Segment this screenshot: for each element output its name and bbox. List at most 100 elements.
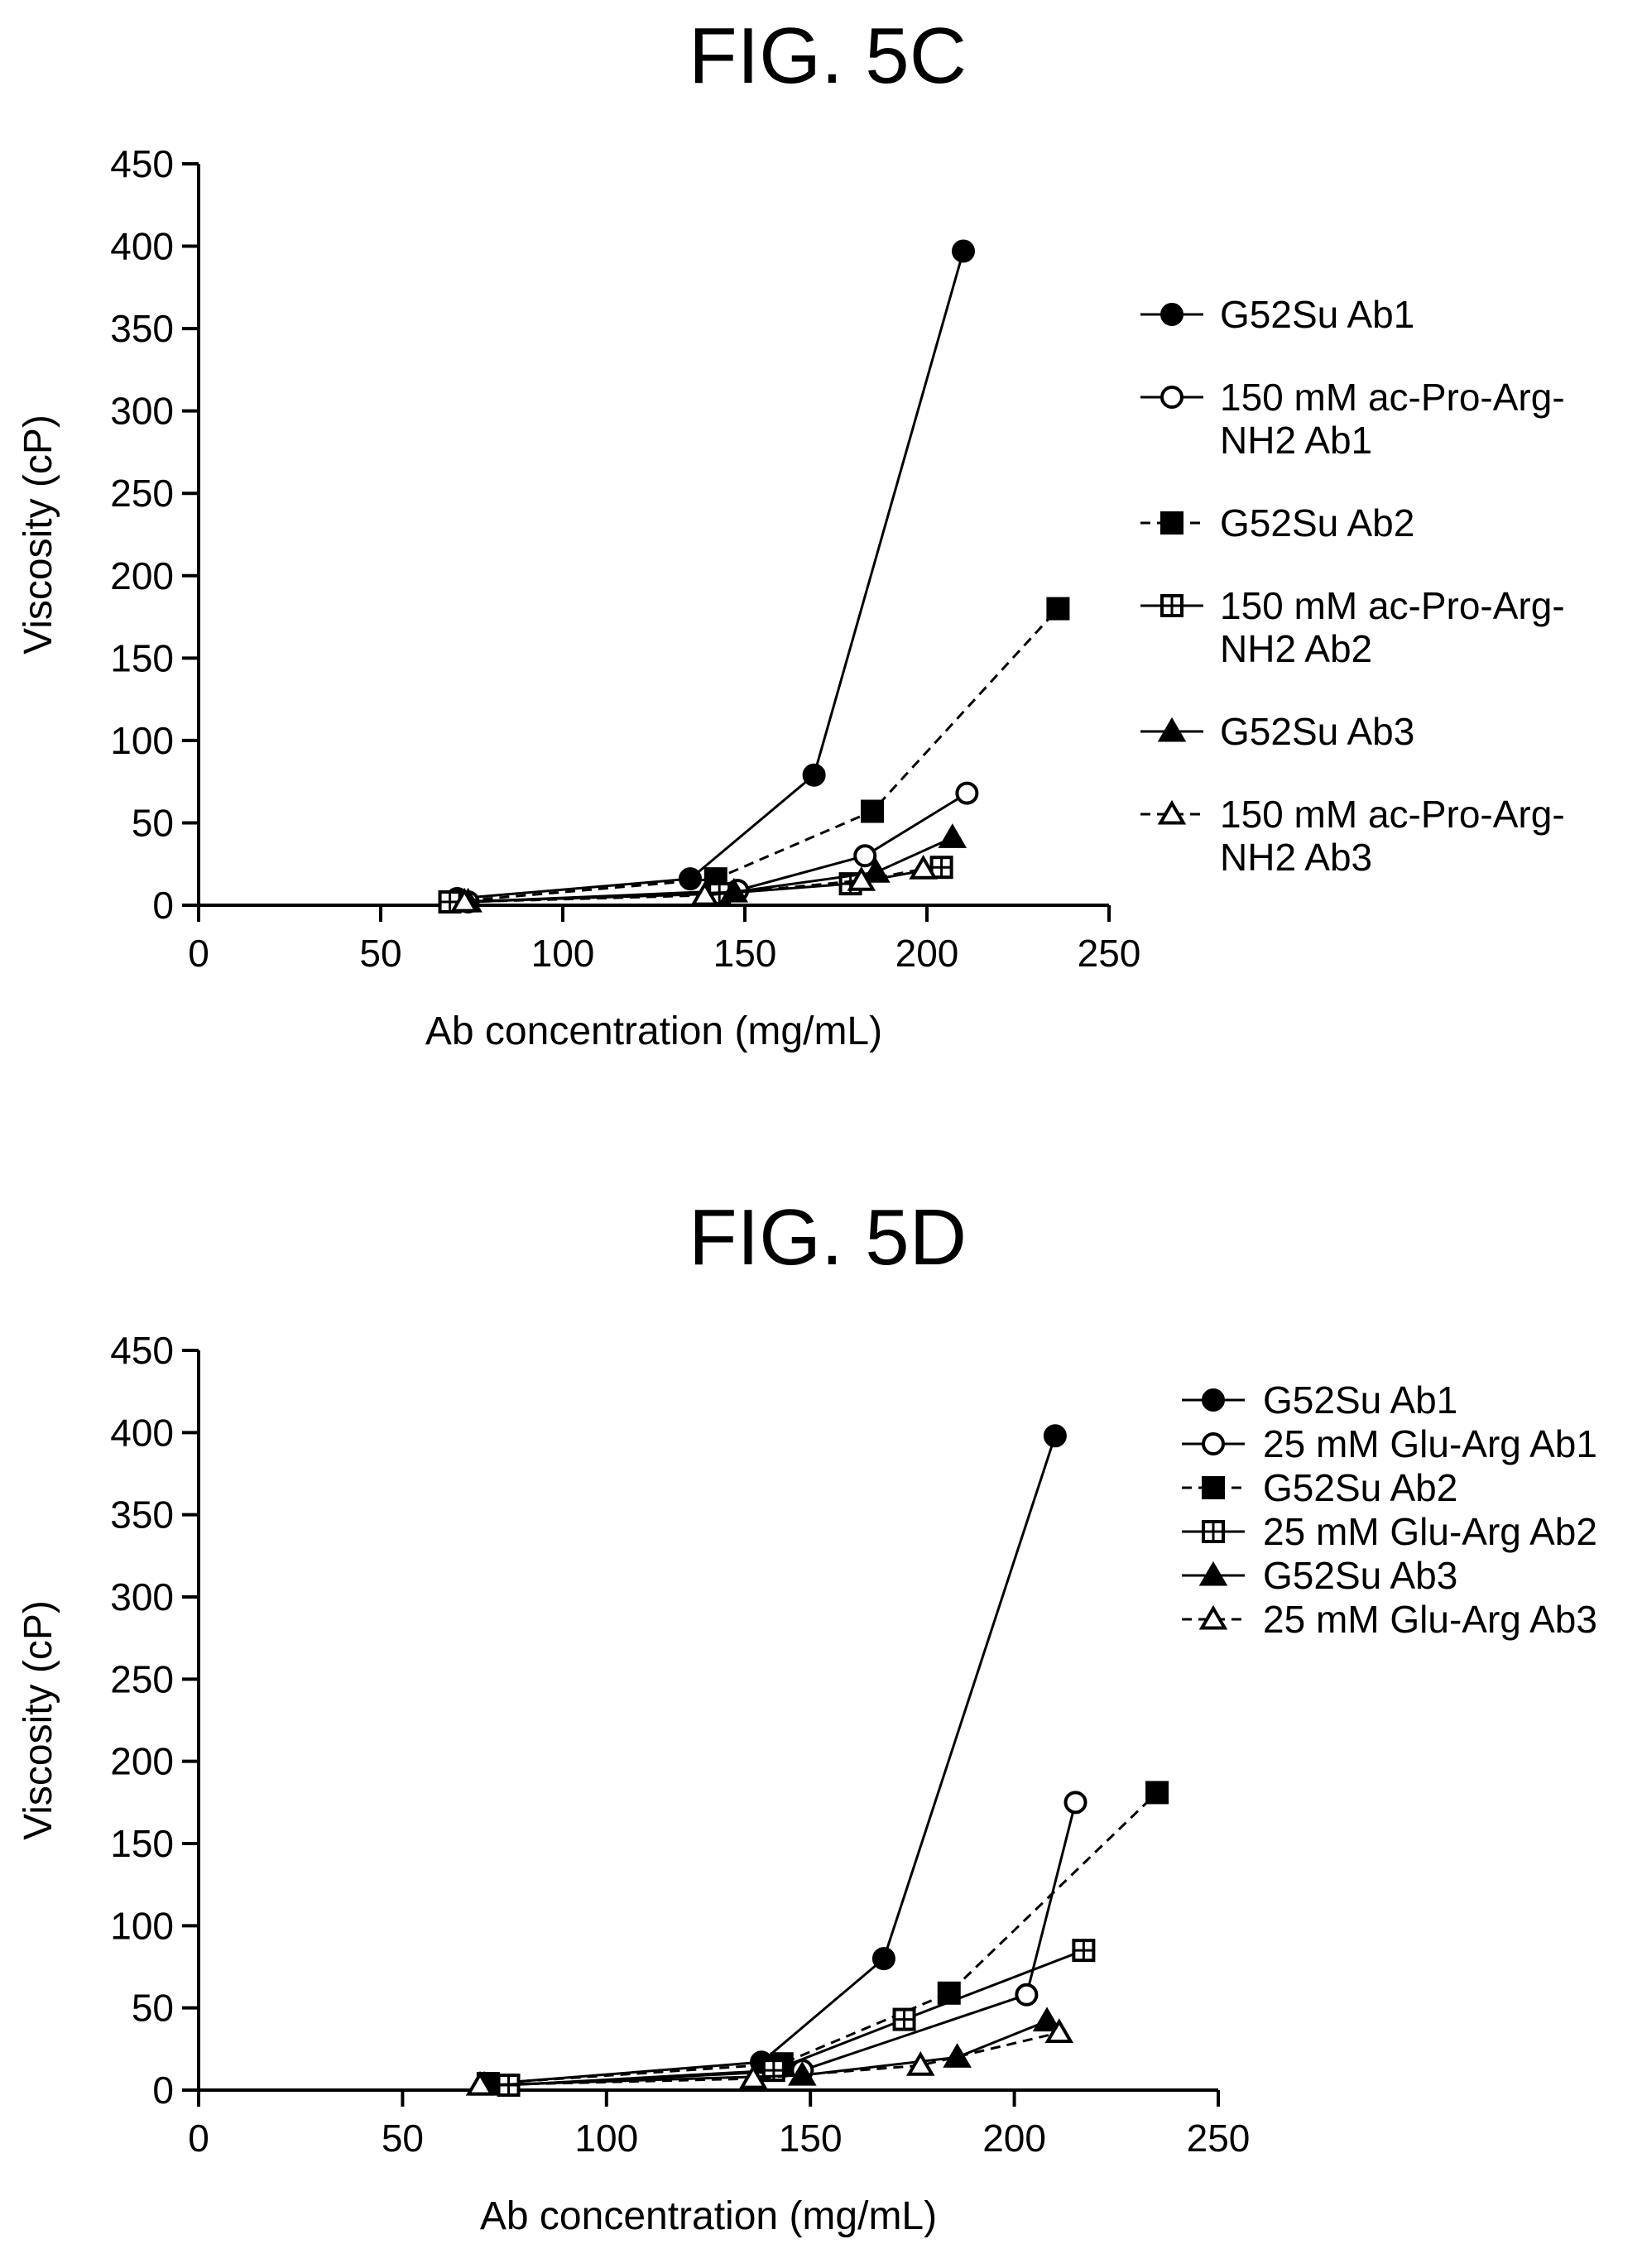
legend-label-line: 150 mM ac-Pro-Arg-: [1220, 376, 1565, 419]
axes: 0 50 100 150 200 250 300 350 400 450 0 50 100 150 200 2…: [110, 1329, 1250, 2160]
legend-entry: 25 mM Glu-Arg Ab3: [1182, 1598, 1597, 1641]
legend-label-line: G52Su Ab3: [1263, 1554, 1457, 1597]
series-line: [504, 1801, 1077, 2087]
y-tick-label: 350: [110, 1494, 174, 1537]
data-point: [861, 799, 884, 823]
x-tick-label: 200: [895, 932, 959, 975]
data-point: [738, 2064, 768, 2089]
legend-label-line: 25 mM Glu-Arg Ab1: [1263, 1422, 1597, 1465]
legend-entry: 25 mM Glu-Arg Ab2: [1182, 1510, 1597, 1553]
figure-title: FIG. 5D: [689, 1193, 967, 1282]
chart-fig-5d: FIG. 5D 0 50 100 150 200 250 300 350 400 450 0 50 100…: [17, 1193, 1597, 2238]
data-point: [1032, 2007, 1062, 2032]
legend-entry: G52Su Ab3: [1140, 710, 1414, 753]
data-point: [955, 781, 979, 805]
legend-label: G52Su Ab2: [1263, 1466, 1457, 1509]
y-axis-title: Viscosity (cP): [17, 1600, 60, 1840]
axes: 0 50 100 150 200 250 300 350 400 450 0 50 100 150 200 2…: [110, 142, 1140, 975]
legend-entry: 150 mM ac-Pro-Arg-NH2 Ab3: [1140, 793, 1565, 879]
data-point: [892, 2007, 916, 2031]
data-point: [1072, 1939, 1096, 1963]
data-point: [909, 855, 938, 880]
x-tick-label: 250: [1187, 2117, 1251, 2160]
y-tick-label: 450: [110, 1329, 174, 1372]
series-3: [438, 597, 1070, 914]
y-tick-label: 150: [110, 1822, 174, 1865]
y-tick-label: 100: [110, 1904, 174, 1947]
legend-label: 150 mM ac-Pro-Arg-NH2 Ab3: [1220, 793, 1565, 879]
legend-marker: [1202, 1476, 1225, 1499]
legend-label-line: 25 mM Glu-Arg Ab2: [1263, 1510, 1597, 1553]
data-point: [929, 856, 953, 880]
legend-marker: [1198, 1604, 1228, 1630]
y-tick-label: 350: [110, 307, 174, 350]
legend-label: 25 mM Glu-Arg Ab1: [1263, 1422, 1597, 1465]
data-point: [679, 867, 702, 891]
y-tick-label: 50: [132, 1987, 174, 2030]
y-tick-label: 200: [110, 554, 174, 597]
data-point: [871, 1947, 895, 1971]
x-tick-label: 50: [382, 2117, 424, 2160]
y-tick-label: 250: [110, 1657, 174, 1700]
x-tick-label: 100: [531, 932, 595, 975]
legend-label-line: NH2 Ab2: [1220, 627, 1372, 670]
legend-entry: 25 mM Glu-Arg Ab1: [1182, 1422, 1597, 1465]
series-line: [487, 1791, 1159, 2085]
data-point: [449, 887, 479, 913]
chart-fig-5c: FIG. 5C 0 50 100 150 200 250 300 350 400 450 0 50 100…: [17, 12, 1565, 1053]
data-point: [1043, 1424, 1067, 1448]
legend-label-line: G52Su Ab1: [1220, 293, 1414, 336]
data-point: [847, 865, 876, 891]
x-tick-label: 50: [359, 932, 401, 975]
legend-label-line: 150 mM ac-Pro-Arg-: [1220, 584, 1565, 627]
legend: G52Su Ab1 150 mM ac-Pro-Arg-NH2 Ab1 G52Su …: [1140, 293, 1565, 879]
series-line: [457, 251, 965, 900]
y-tick-label: 300: [110, 390, 174, 433]
legend-marker: [1202, 1520, 1225, 1543]
data-point: [905, 2051, 935, 2076]
data-point: [465, 2070, 495, 2096]
legend-label-line: G52Su Ab2: [1220, 501, 1414, 544]
series-6: [449, 855, 938, 913]
legend-marker: [1202, 1432, 1225, 1455]
x-tick-label: 0: [188, 932, 209, 975]
y-axis-title: Viscosity (cP): [17, 415, 60, 655]
legend-label: 25 mM Glu-Arg Ab2: [1263, 1510, 1597, 1553]
legend-entry: 150 mM ac-Pro-Arg-NH2 Ab1: [1140, 376, 1565, 462]
series-1: [480, 1424, 1067, 2096]
y-tick-label: 0: [152, 884, 174, 927]
legend-marker: [1160, 386, 1183, 409]
legend-label-line: NH2 Ab3: [1220, 836, 1372, 879]
series-line: [464, 867, 924, 904]
y-tick-label: 300: [110, 1575, 174, 1618]
legend-label: G52Su Ab2: [1220, 501, 1414, 544]
legend-marker: [1198, 1561, 1228, 1586]
y-tick-label: 250: [110, 472, 174, 515]
y-tick-label: 400: [110, 1411, 174, 1454]
series-3: [476, 1781, 1169, 2096]
legend-label: 25 mM Glu-Arg Ab3: [1263, 1598, 1597, 1641]
legend-label: G52Su Ab1: [1263, 1379, 1457, 1422]
legend-marker: [1160, 303, 1183, 326]
x-axis-title: Ab concentration (mg/mL): [425, 1009, 882, 1053]
legend-marker: [1157, 799, 1187, 825]
legend-label-line: 150 mM ac-Pro-Arg-: [1220, 793, 1565, 836]
series-2: [492, 1791, 1087, 2098]
y-tick-label: 100: [110, 719, 174, 762]
series-line: [449, 607, 1059, 904]
legend-label-line: G52Su Ab3: [1220, 710, 1414, 753]
legend-label: G52Su Ab3: [1263, 1554, 1457, 1597]
data-point: [853, 844, 877, 868]
legend-label-line: 25 mM Glu-Arg Ab3: [1263, 1598, 1597, 1641]
y-tick-label: 150: [110, 636, 174, 679]
data-point: [1015, 1983, 1039, 2007]
x-tick-label: 200: [982, 2117, 1046, 2160]
legend-label: 150 mM ac-Pro-Arg-NH2 Ab1: [1220, 376, 1565, 462]
y-tick-label: 0: [152, 2069, 174, 2112]
legend-marker: [1202, 1388, 1225, 1412]
series-line: [479, 2031, 1060, 2087]
legend-entry: G52Su Ab2: [1182, 1466, 1457, 1509]
data-point: [719, 877, 749, 903]
y-tick-label: 450: [110, 142, 174, 185]
